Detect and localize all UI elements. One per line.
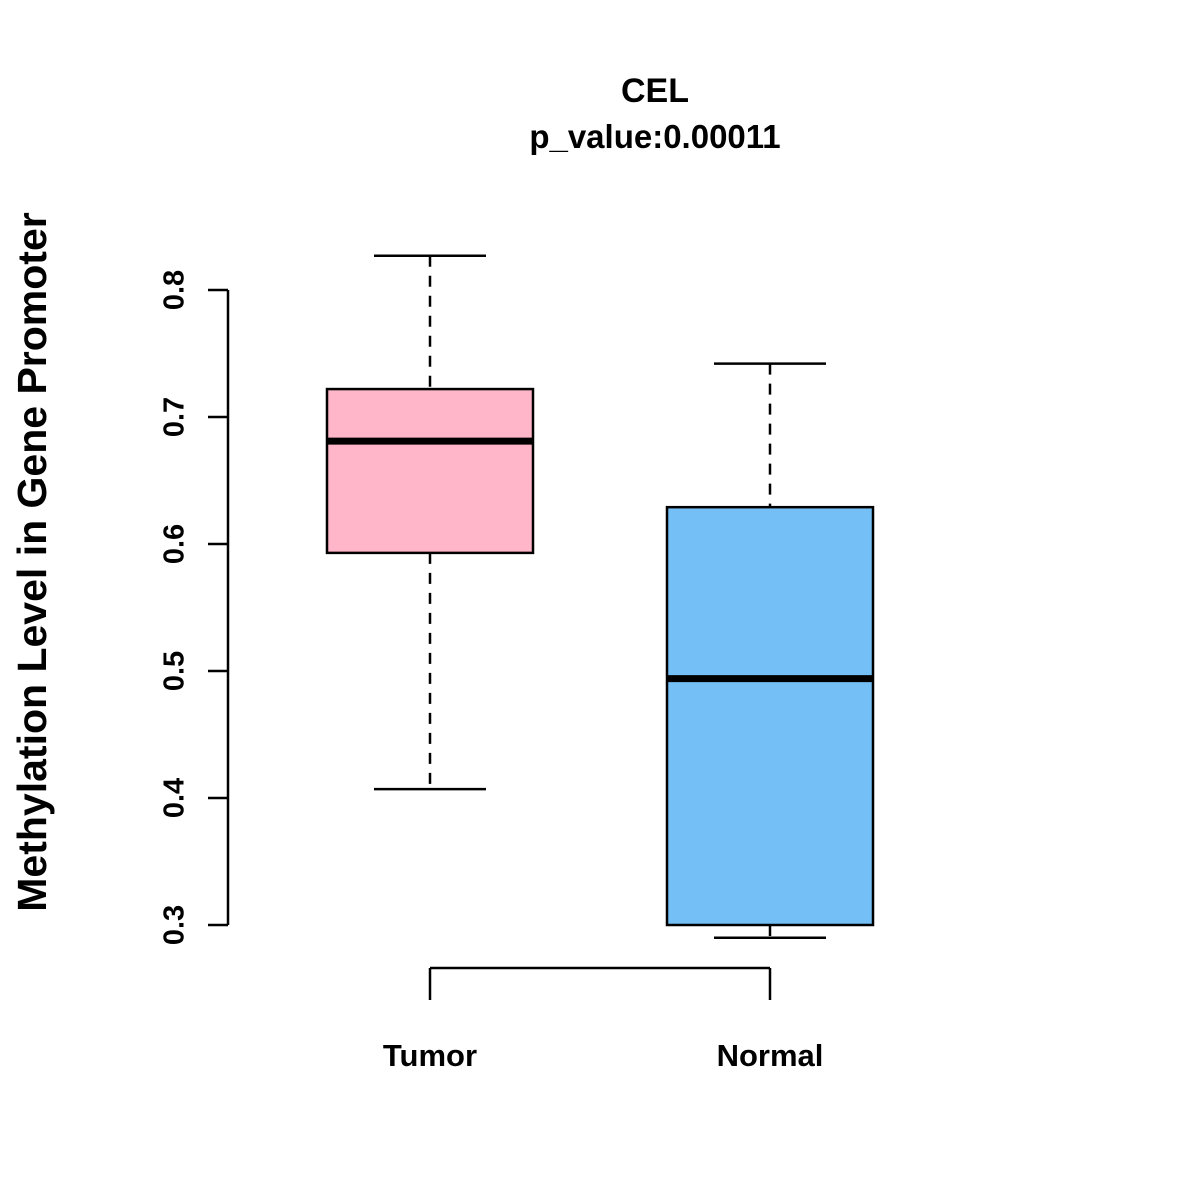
y-tick-label: 0.7: [159, 397, 191, 437]
y-axis-title: Methylation Level in Gene Promoter: [9, 212, 55, 912]
y-tick-label: 0.5: [159, 651, 191, 691]
box-tumor: [325, 387, 535, 555]
x-category-label-tumor: Tumor: [382, 1038, 478, 1073]
chart-title: CEL: [621, 72, 689, 110]
y-tick-label: 0.3: [159, 905, 191, 945]
y-tick-label: 0.8: [159, 270, 191, 310]
y-tick-label: 0.6: [159, 524, 191, 564]
x-category-label-normal: Normal: [716, 1038, 824, 1073]
chart-subtitle-pvalue: p_value:0.00011: [529, 118, 781, 155]
y-tick-label: 0.4: [159, 778, 191, 818]
box-normal: [665, 505, 875, 927]
